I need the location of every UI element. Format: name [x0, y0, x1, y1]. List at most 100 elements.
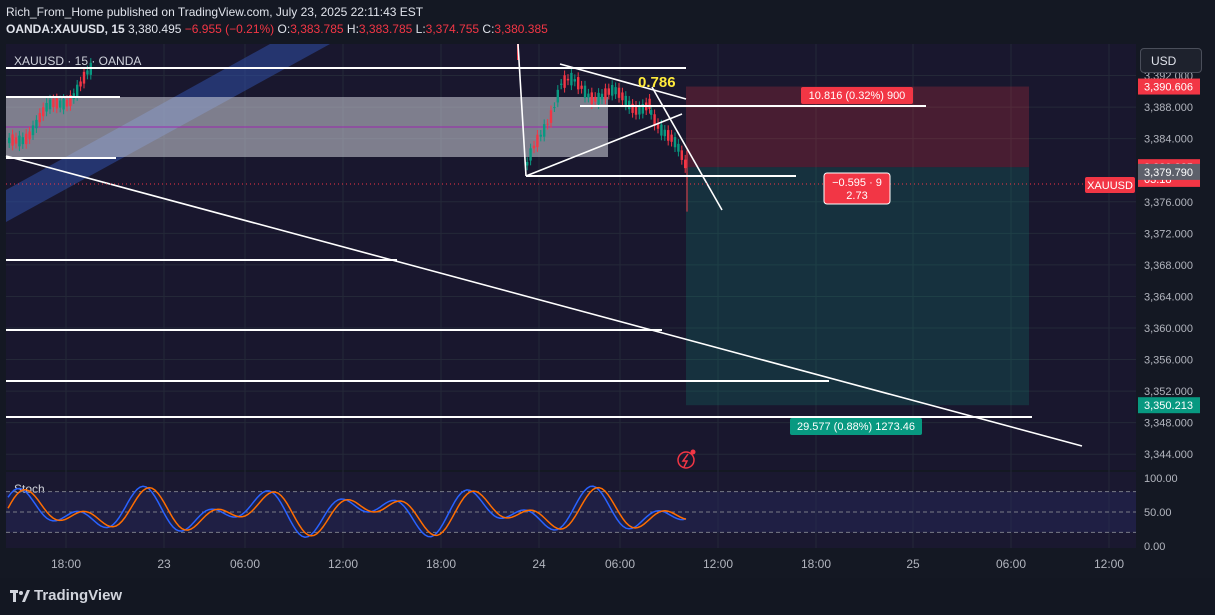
- candle-body: [573, 79, 576, 82]
- breakdown-line[interactable]: [651, 86, 723, 211]
- y-tick-label: 3,360.000: [1144, 323, 1193, 335]
- x-tick-label: 06:00: [230, 557, 260, 571]
- price-tag: 3,379.790: [1144, 167, 1193, 179]
- chart-symbol-label: XAUUSD · 15 · OANDA: [14, 54, 141, 68]
- trend-lines: [5, 43, 1136, 447]
- x-tick-label: 24: [532, 557, 546, 571]
- y-tick-label: 3,368.000: [1144, 260, 1193, 272]
- candle-body: [549, 110, 553, 123]
- wedge-upper-line[interactable]: [559, 63, 687, 100]
- publish-info: Rich_From_Home published on TradingView.…: [6, 5, 423, 19]
- price-tag-bg: [1138, 163, 1200, 180]
- stoch-tick-label: 0.00: [1144, 541, 1165, 553]
- candle-body: [21, 137, 24, 145]
- x-tick-label: 12:00: [703, 557, 733, 571]
- info-label-1: −0.595 · 9: [832, 177, 882, 189]
- symbol-tag-text: XAUUSD: [1087, 180, 1133, 192]
- candle-body: [583, 85, 587, 98]
- publish-line: Rich_From_Home published on TradingView.…: [6, 5, 424, 19]
- y-tick-label: 3,356.000: [1144, 355, 1193, 367]
- y-tick-label: 3,348.000: [1144, 418, 1193, 430]
- candle-body: [590, 92, 593, 105]
- fib-label: 0.786: [638, 74, 676, 91]
- candle-body: [45, 102, 48, 112]
- price-tags: 3,390.6063,380.38503:183,379.7903,350.21…: [1138, 78, 1200, 414]
- last-price: 3,380.495: [128, 22, 182, 36]
- info-label-2: 2.73: [846, 190, 867, 202]
- candle-body: [680, 150, 683, 160]
- candle-body: [546, 123, 549, 125]
- y-tick-label: 3,376.000: [1144, 197, 1193, 209]
- candle-body: [600, 93, 604, 100]
- x-tick-label: 18:00: [801, 557, 831, 571]
- price-tag: 3,390.606: [1144, 82, 1193, 94]
- time-axis[interactable]: 18:00 23 06:00 12:00 18:00 24 06:00 12:00 18:00 2…: [51, 557, 1124, 571]
- candle-body: [648, 98, 651, 109]
- candle-body: [65, 99, 69, 107]
- wedge-lower-line[interactable]: [525, 113, 683, 177]
- candle-body: [656, 123, 660, 129]
- candle-body: [86, 70, 89, 75]
- y-tick-label: 3,384.000: [1144, 134, 1193, 146]
- candle-body: [597, 92, 600, 105]
- candle-body: [560, 83, 563, 85]
- target-label-box: 29.577 (0.88%) 1273.46: [790, 418, 922, 435]
- drop-line[interactable]: [517, 43, 527, 177]
- candle-body: [35, 119, 38, 129]
- price-tag: 3,350.213: [1144, 400, 1193, 412]
- y-tick-label: 3,388.000: [1144, 102, 1193, 114]
- high-value: 3,383.785: [358, 22, 413, 36]
- candle-body: [553, 107, 556, 109]
- target-label: 29.577 (0.88%) 1273.46: [797, 421, 915, 433]
- candle-body: [580, 85, 583, 89]
- candle-body: [604, 88, 607, 100]
- candle-body: [587, 93, 590, 98]
- candle-body: [31, 125, 35, 136]
- candle-body: [543, 124, 546, 137]
- candle-body: [638, 106, 641, 115]
- flash-icon[interactable]: [677, 449, 696, 469]
- candle-body: [614, 87, 617, 95]
- stoch-pane-bg: [6, 472, 1136, 548]
- x-tick-label: 06:00: [605, 557, 635, 571]
- price-change: −6.955 (−0.21%): [184, 22, 275, 36]
- candle-body: [526, 161, 529, 166]
- candle-body: [607, 88, 610, 95]
- price-chart[interactable]: 0.786 XAUUSD · 15 · OANDA 10.816 (0.32%)…: [0, 0, 1215, 578]
- candle-body: [82, 71, 86, 84]
- price-tag-bg: [1138, 397, 1200, 414]
- candle-body: [536, 134, 539, 148]
- candle-body: [667, 130, 670, 141]
- open-value: 3,383.785: [290, 22, 344, 36]
- candle-body: [631, 103, 634, 113]
- candle-body: [42, 107, 45, 117]
- candle-body: [570, 72, 573, 86]
- info-label-box: −0.595 · 9 2.73: [823, 172, 891, 205]
- x-tick-label: 18:00: [426, 557, 456, 571]
- horizontal-levels: [6, 67, 1032, 418]
- candle-body: [69, 95, 72, 107]
- descending-trendline[interactable]: [5, 155, 1083, 447]
- stop-label-box: 10.816 (0.32%) 900: [801, 87, 913, 104]
- y-tick-label: 3,352.000: [1144, 386, 1193, 398]
- currency-button[interactable]: USD: [1140, 48, 1202, 73]
- candle-body: [577, 77, 580, 90]
- candle-body: [532, 145, 536, 149]
- x-tick-label: 06:00: [996, 557, 1026, 571]
- tradingview-logo[interactable]: TradingView: [10, 587, 122, 604]
- low-label: L:: [415, 22, 426, 36]
- candle-body: [59, 100, 62, 108]
- candle-body: [62, 98, 65, 110]
- candle-body: [670, 134, 673, 142]
- candle-body: [634, 105, 638, 115]
- x-tick-label: 12:00: [328, 557, 358, 571]
- candle-body: [11, 134, 14, 146]
- candle-body: [660, 124, 663, 136]
- stoch-indicator: 100.00 50.00 0.00: [6, 473, 1178, 553]
- candle-body: [55, 98, 58, 109]
- candle-body: [14, 137, 18, 144]
- price-tag-bg: [1138, 78, 1200, 95]
- symbol-name[interactable]: OANDA:XAUUSD, 15: [6, 22, 125, 36]
- footer: [0, 578, 1215, 615]
- symbol-tag: XAUUSD: [1085, 177, 1135, 193]
